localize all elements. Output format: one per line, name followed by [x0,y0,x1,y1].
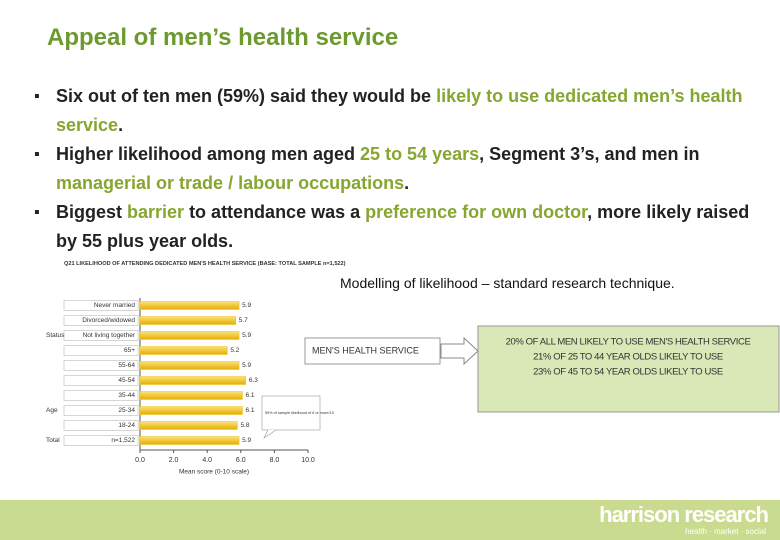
bar [139,301,240,310]
bullet-list: Six out of ten men (59%) said they would… [34,82,754,256]
bullet-text: Higher likelihood among men aged [56,144,361,164]
chart-title: Q21 LIKELIHOOD OF ATTENDING DEDICATED ME… [64,261,346,267]
value-label: 5.8 [240,422,249,429]
x-tick-label: 6.0 [236,457,246,464]
category-label: 65+ [124,347,135,354]
x-tick-label: 0.0 [135,457,145,464]
category-box [63,435,139,446]
category-label: 45-54 [118,377,135,384]
bullet-text: managerial or trade / labour occupations [56,173,405,193]
category-box [63,330,139,341]
category-label: Divorced/widowed [82,317,135,324]
result-line: 21% OF 25 TO 44 YEAR OLDS LIKELY TO USE [533,352,723,363]
category-box [63,375,139,386]
value-label: 6.1 [245,407,254,414]
category-box [63,360,139,371]
category-label: Never married [94,302,136,309]
annotation-pointer [263,429,277,439]
bar [139,346,228,355]
x-tick-label: 4.0 [202,457,212,464]
result-line: 23% OF 45 TO 54 YEAR OLDS LIKELY TO USE [533,367,723,378]
category-label: 18-24 [118,422,135,429]
category-box [63,405,139,416]
annotation: 59% of sample likelihood of 6 or more/10 [265,411,334,415]
bullet: Higher likelihood among men aged 25 to 5… [34,140,754,198]
bullet-text: preference for own doctor [365,202,588,222]
result-box [477,325,780,413]
x-axis-label: Mean score (0-10 scale) [179,469,249,476]
x-tick-label: 10.0 [301,457,315,464]
result-line: 20% OF ALL MEN LIKELY TO USE MEN'S HEALT… [506,337,751,348]
group-label: Age [46,407,58,414]
bullet-text: 25 to 54 years [360,144,480,164]
value-label: 5.9 [242,437,251,444]
value-label: 5.9 [242,332,251,339]
category-box [63,315,139,326]
chart-area: MEN'S HEALTH SERVICE 20% OF ALL MEN LIKE… [46,261,780,476]
bullet-text: barrier [127,202,185,222]
tagline: health · market · social [685,527,766,536]
value-label: 5.9 [242,302,251,309]
value-label: 5.7 [239,317,248,324]
category-box [63,420,139,431]
source-label: MEN'S HEALTH SERVICE [312,345,419,355]
bar [139,316,237,325]
category-box [63,300,139,311]
value-label: 6.1 [245,392,254,399]
bar [139,376,247,385]
bullet-text: Biggest [56,202,128,222]
arrow [440,336,479,366]
bullet-text: , more likely raised by 55 plus year old… [56,202,750,251]
bar [139,391,243,400]
bullet-text: to attendance was a [184,202,366,222]
group-label: Status [46,332,65,339]
category-label: 35-44 [118,392,135,399]
bullet: Six out of ten men (59%) said they would… [34,82,754,140]
bullet: Biggest barrier to attendance was a pref… [34,198,754,256]
bullet-text: . [118,115,124,135]
diagram-caption: Modelling of likelihood – standard resea… [340,275,675,291]
bullet-text: likely to use dedicated men’s health ser… [56,86,743,135]
bullet-text: , Segment 3’s, and men in [479,144,700,164]
value-label: 5.2 [230,347,239,354]
x-tick-label: 2.0 [169,457,179,464]
footer: harrison research health · market · soci… [0,500,780,540]
value-label: 6.3 [249,377,258,384]
source-box [304,337,441,365]
slide-title: Appeal of men’s health service [47,24,399,51]
annotation-box [261,395,321,431]
value-label: 5.9 [242,362,251,369]
logo: harrison research [599,502,769,527]
chart-title-text: Q21 LIKELIHOOD OF ATTENDING DEDICATED ME… [64,261,346,267]
bar [139,436,240,445]
category-label: 25-34 [118,407,135,414]
category-label: 55-64 [118,362,135,369]
category-label: Not living together [83,332,136,339]
bullet-text: Six out of ten men (59%) said they would… [56,86,437,106]
category-label: n=1,522 [111,437,135,444]
bar [139,331,240,340]
bar [139,361,240,370]
category-box [63,345,139,356]
bar [139,421,238,430]
bullet-text: . [404,173,410,193]
x-tick-label: 8.0 [270,457,280,464]
bar [139,406,243,415]
group-label: Total [46,437,60,444]
category-box [63,390,139,401]
